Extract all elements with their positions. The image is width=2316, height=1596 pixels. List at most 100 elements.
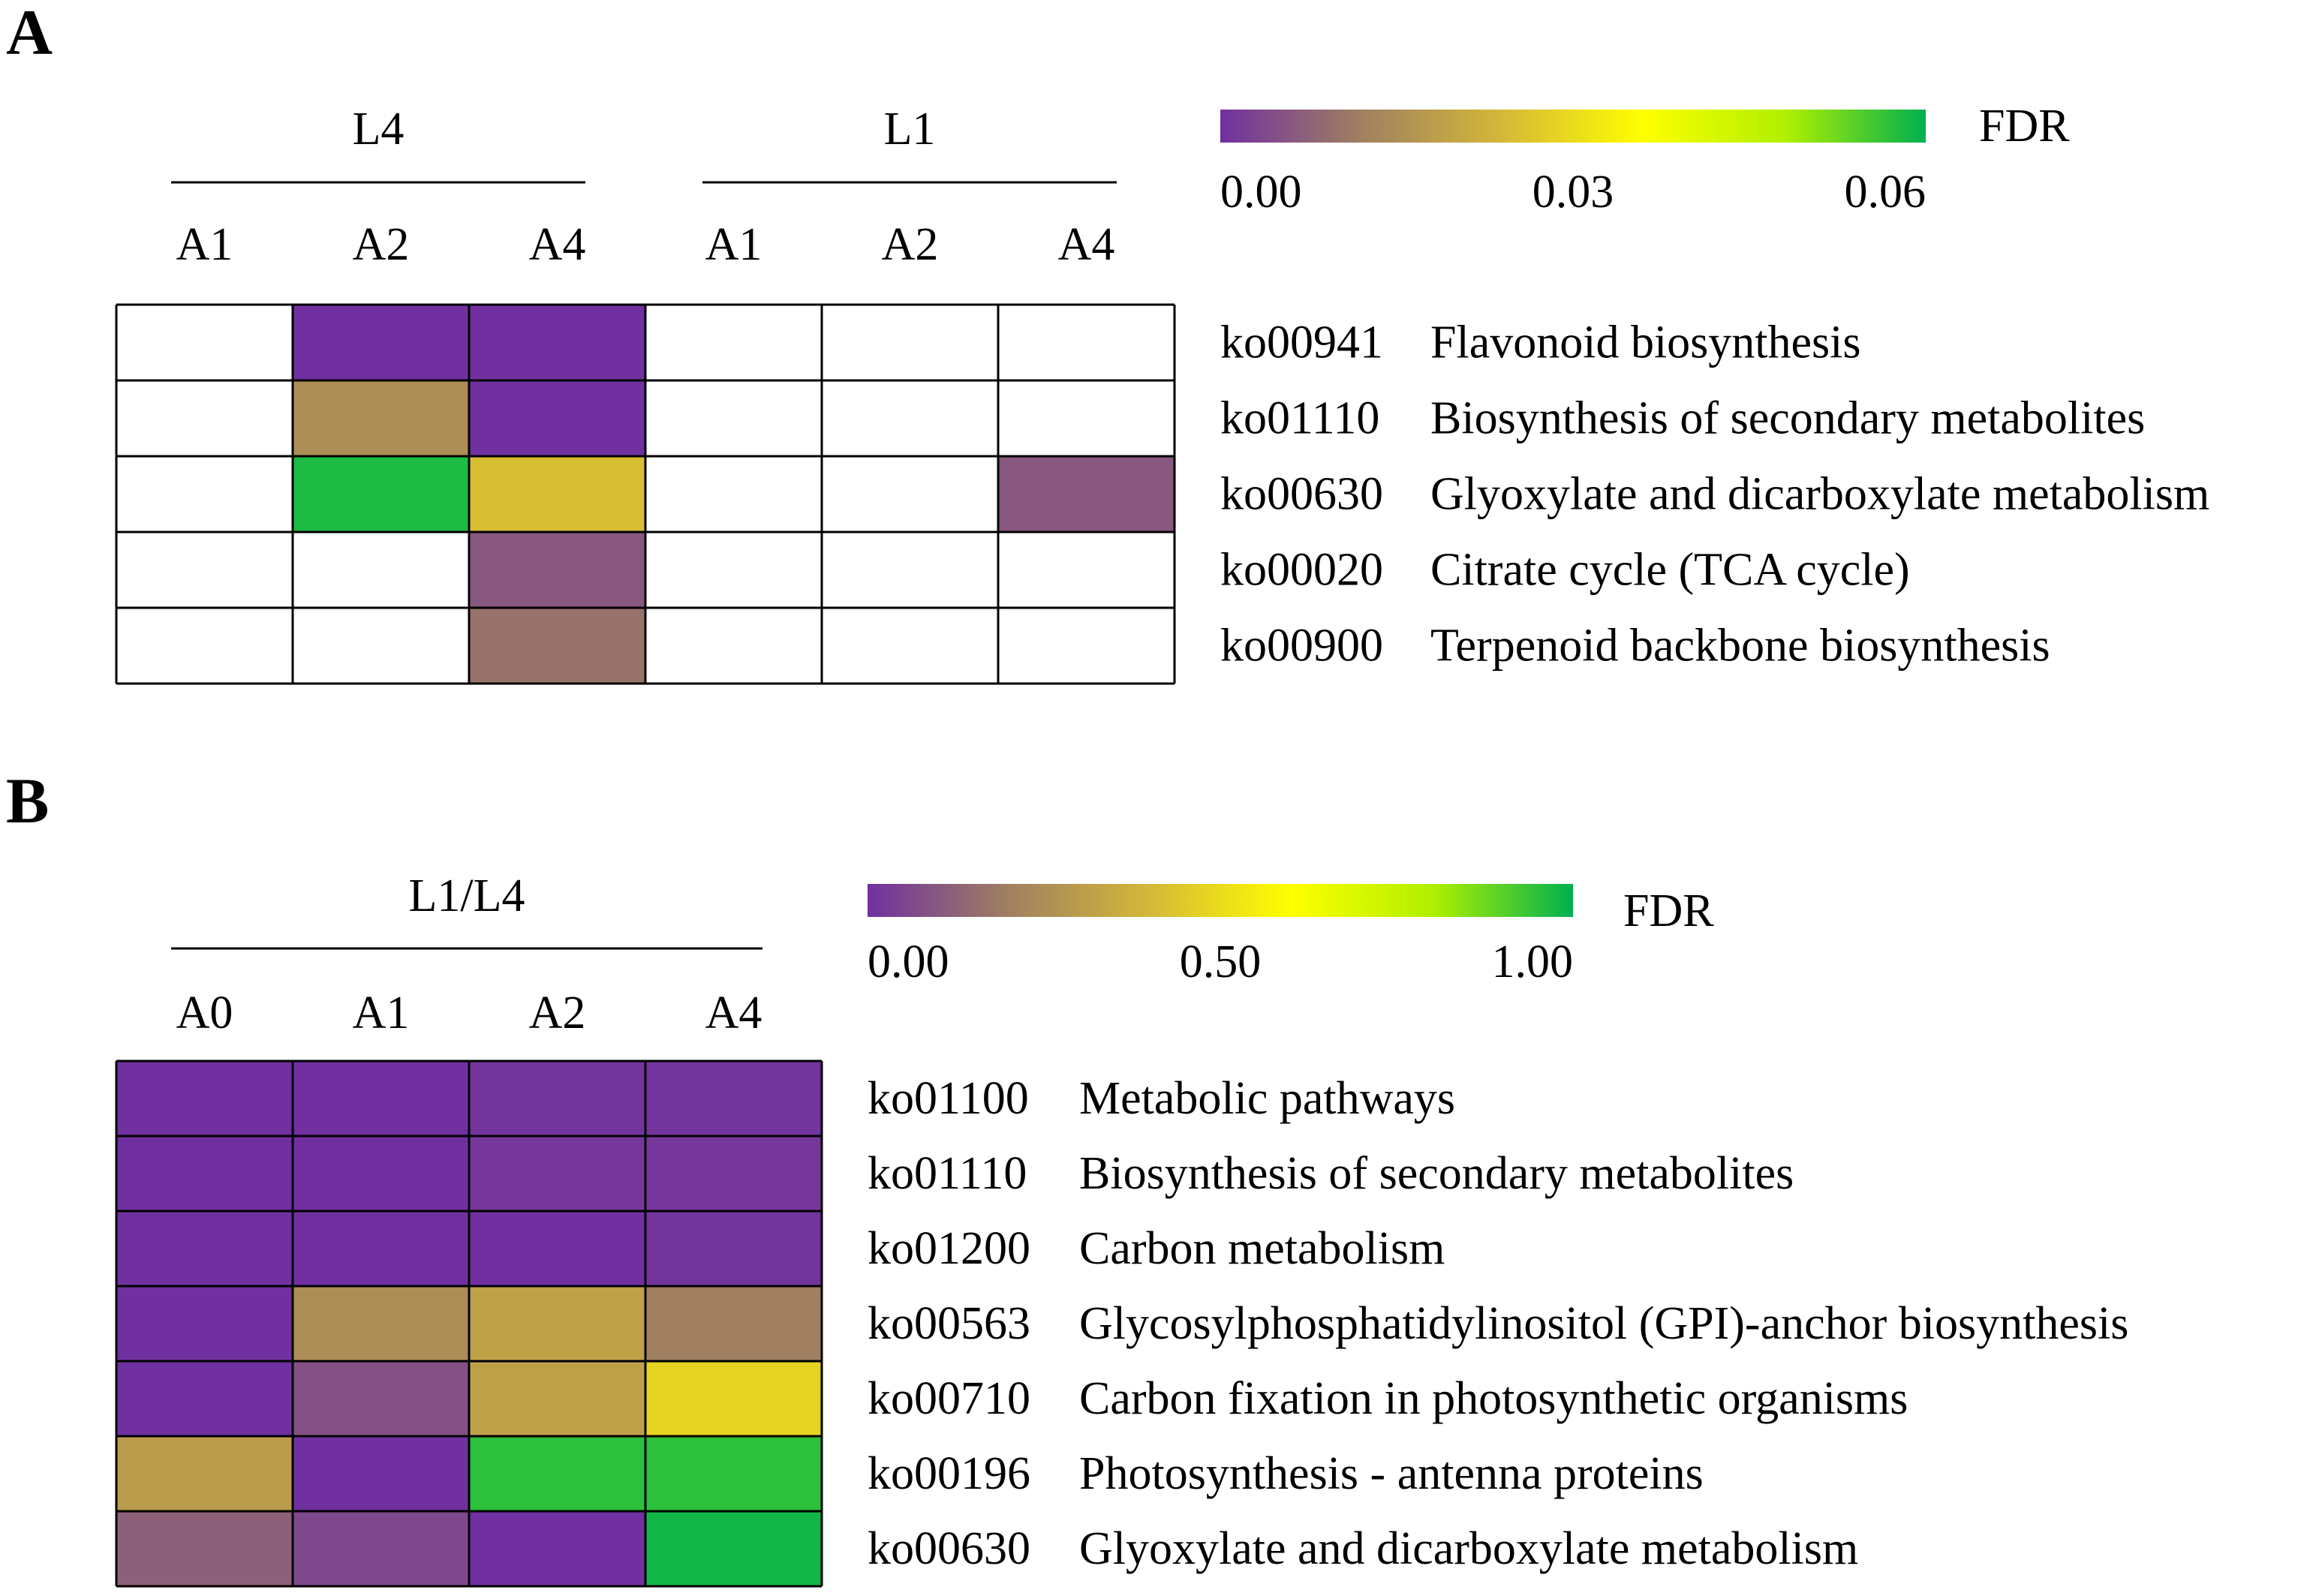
heatmap-cell	[469, 1061, 645, 1136]
panel-a-grid	[115, 303, 1176, 685]
heatmap-cell	[822, 380, 998, 456]
heatmap-cell	[998, 608, 1175, 684]
heatmap-cell	[293, 1436, 469, 1511]
heatmap-cell	[469, 305, 645, 380]
heatmap-cell	[469, 380, 645, 456]
colorbar	[1220, 110, 1926, 143]
heatmap-cell	[822, 608, 998, 684]
colorbar-tick-label: 0.00	[1220, 167, 1302, 218]
column-label: A1	[705, 219, 762, 270]
heatmap-cell	[469, 1511, 645, 1586]
heatmap-cell	[469, 456, 645, 532]
heatmap-cell	[469, 1436, 645, 1511]
group-label: L4	[353, 104, 405, 155]
heatmap-cell	[469, 532, 645, 608]
colorbar-tick-label: 0.50	[1180, 936, 1262, 987]
colorbar	[868, 884, 1573, 917]
heatmap-cell	[116, 456, 293, 532]
heatmap-cell	[998, 456, 1175, 532]
heatmap-cell	[822, 456, 998, 532]
row-label-name: Biosynthesis of secondary metabolites	[1079, 1148, 1794, 1199]
panel-b-colorbar: FDR 0.00 0.50 1.00	[868, 884, 1714, 987]
row-label-id: ko00630	[1220, 469, 1383, 520]
panel-a-row-labels: ko00941 Flavonoid biosynthesis ko01110 Bios…	[1220, 317, 2209, 672]
heatmap-cell	[293, 608, 469, 684]
heatmap-cell	[116, 1211, 293, 1286]
row-label-name: Photosynthesis - antenna proteins	[1079, 1448, 1704, 1499]
column-label: A1	[353, 987, 410, 1038]
heatmap-cell	[645, 305, 822, 380]
row-label-id: ko01200	[868, 1223, 1030, 1274]
row-label-id: ko01110	[868, 1148, 1027, 1199]
panel-a-heatmap	[116, 305, 1175, 684]
heatmap-cell	[293, 1286, 469, 1361]
column-label: A0	[176, 987, 233, 1038]
heatmap-cell	[645, 1286, 822, 1361]
heatmap-cell	[293, 1511, 469, 1586]
panel-b-heatmap	[116, 1061, 822, 1586]
heatmap-cell	[293, 380, 469, 456]
row-label-id: ko00020	[1220, 545, 1383, 596]
heatmap-cell	[116, 1061, 293, 1136]
column-label: A2	[529, 987, 586, 1038]
heatmap-cell	[469, 1286, 645, 1361]
heatmap-cell	[469, 608, 645, 684]
row-label-name: Biosynthesis of secondary metabolites	[1430, 393, 2145, 444]
row-label-id: ko00941	[1220, 317, 1383, 368]
heatmap-cell	[645, 532, 822, 608]
panel-b: B L1/L4 A0 A1 A2 A4 ko01100 Metabolic pathway…	[6, 765, 2128, 1588]
panel-a-headers: L4 L1 A1 A2 A4 A1 A2 A4	[171, 104, 1117, 270]
heatmap-cell	[116, 608, 293, 684]
row-label-name: Carbon metabolism	[1079, 1223, 1445, 1274]
heatmap-cell	[116, 1286, 293, 1361]
row-label-id: ko01110	[1220, 393, 1379, 444]
group-label: L1/L4	[409, 870, 525, 921]
row-label-name: Glyoxylate and dicarboxylate metabolism	[1079, 1523, 1858, 1574]
row-label-id: ko00900	[1220, 621, 1383, 672]
colorbar-tick-label: 0.00	[868, 936, 949, 987]
heatmap-cell	[116, 532, 293, 608]
heatmap-cell	[293, 532, 469, 608]
heatmap-cell	[998, 380, 1175, 456]
panel-b-grid	[115, 1059, 823, 1588]
row-label-name: Glyoxylate and dicarboxylate metabolism	[1430, 469, 2209, 520]
heatmap-cell	[645, 608, 822, 684]
heatmap-cell	[645, 1061, 822, 1136]
heatmap-cell	[293, 1136, 469, 1211]
heatmap-cell	[293, 1061, 469, 1136]
heatmap-cell	[116, 380, 293, 456]
heatmap-cell	[645, 380, 822, 456]
panel-letter-a: A	[6, 0, 53, 68]
row-label-id: ko00630	[868, 1523, 1030, 1574]
panel-b-row-labels: ko01100 Metabolic pathways ko01110 Biosynth…	[868, 1073, 2128, 1574]
panel-a: A L4 L1 A1 A2 A4 A1 A2 A4 ko00941 Flavonoid bios…	[6, 0, 2209, 685]
panel-a-colorbar: FDR 0.00 0.03 0.06	[1220, 101, 2070, 218]
colorbar-label: FDR	[1623, 885, 1714, 936]
column-label: A4	[529, 219, 586, 270]
column-label: A1	[176, 219, 233, 270]
row-label-name: Terpenoid backbone biosynthesis	[1430, 621, 2050, 672]
panel-b-headers: L1/L4 A0 A1 A2 A4	[171, 870, 762, 1038]
colorbar-tick-label: 0.06	[1845, 167, 1926, 218]
heatmap-cell	[822, 532, 998, 608]
heatmap-cell	[116, 1361, 293, 1436]
row-label-id: ko01100	[868, 1073, 1029, 1124]
colorbar-label: FDR	[1979, 101, 2070, 152]
row-label-id: ko00563	[868, 1298, 1030, 1349]
column-label: A4	[705, 987, 762, 1038]
heatmap-cell	[645, 1211, 822, 1286]
heatmap-cell	[116, 1511, 293, 1586]
heatmap-cell	[293, 1361, 469, 1436]
colorbar-tick-label: 0.03	[1532, 167, 1614, 218]
heatmap-cell	[645, 1361, 822, 1436]
heatmap-cell	[116, 1436, 293, 1511]
row-label-name: Metabolic pathways	[1079, 1073, 1455, 1124]
row-label-name: Carbon fixation in photosynthetic organi…	[1079, 1373, 1908, 1424]
row-label-id: ko00710	[868, 1373, 1030, 1424]
heatmap-cell	[293, 305, 469, 380]
column-label: A2	[353, 219, 410, 270]
column-label: A2	[882, 219, 939, 270]
panel-letter-b: B	[6, 765, 49, 837]
row-label-name: Citrate cycle (TCA cycle)	[1430, 545, 1910, 596]
